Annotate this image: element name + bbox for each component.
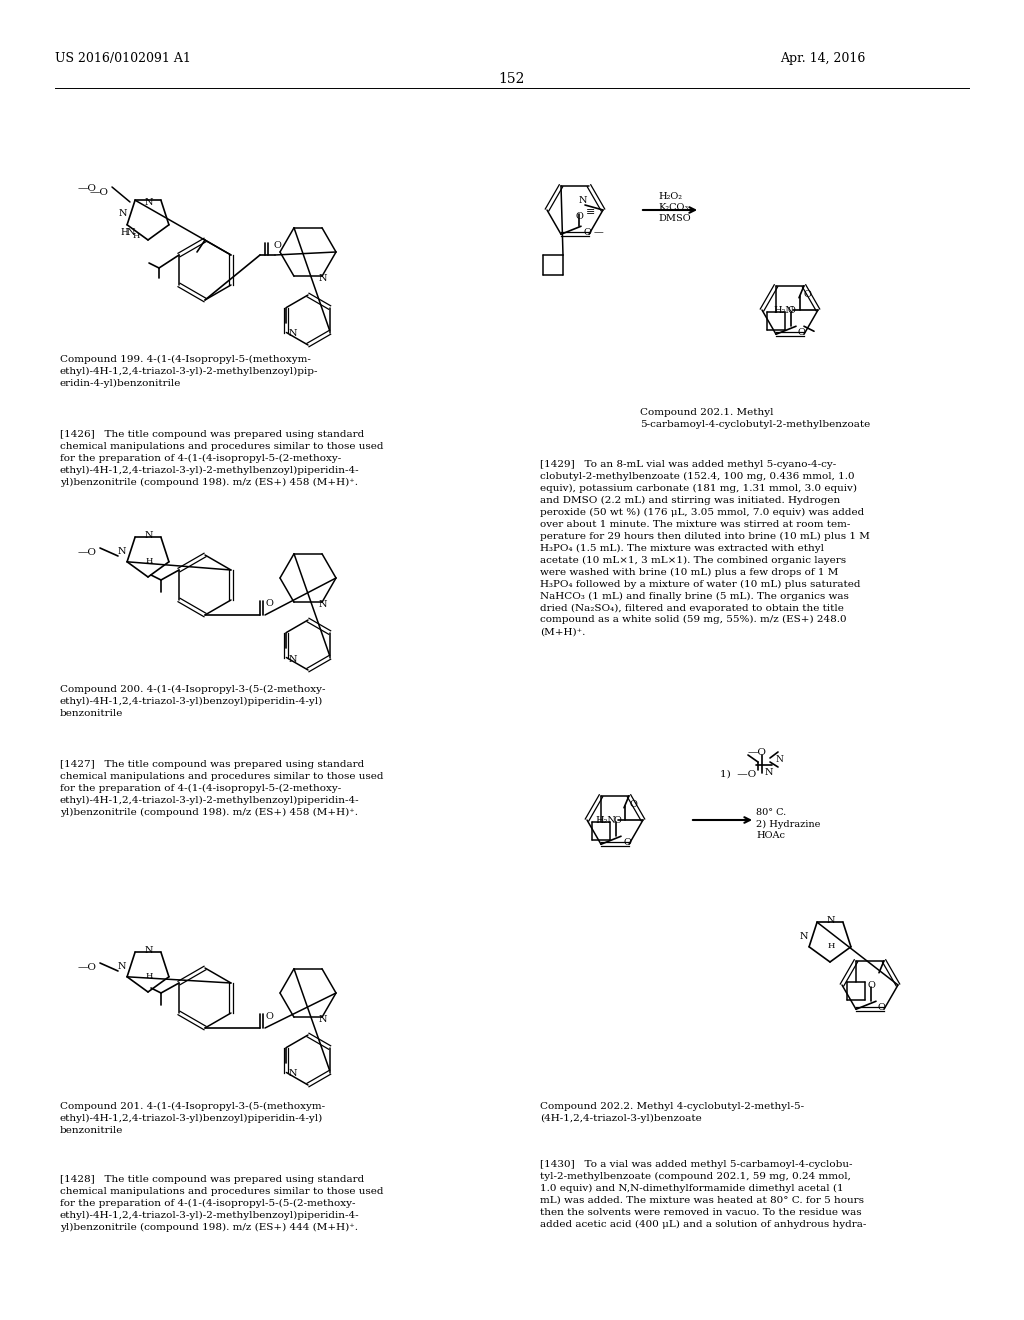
Text: H₂N: H₂N (773, 306, 794, 315)
Text: N: N (765, 768, 773, 777)
Text: H: H (146, 972, 154, 979)
Text: O: O (265, 1012, 272, 1020)
Text: N: N (827, 916, 836, 925)
Text: O: O (583, 228, 591, 238)
Text: O: O (868, 981, 876, 990)
Text: O: O (613, 816, 621, 825)
Text: N: N (289, 1069, 297, 1078)
Text: O: O (623, 838, 631, 847)
Text: N: N (289, 330, 297, 338)
Text: N: N (145, 198, 154, 207)
Text: N: N (775, 755, 783, 764)
Text: —O: —O (78, 183, 97, 193)
Text: O: O (788, 306, 796, 315)
Text: Apr. 14, 2016: Apr. 14, 2016 (780, 51, 865, 65)
Text: O: O (274, 242, 282, 249)
Text: 80° C.: 80° C. (756, 808, 786, 817)
Text: H₂O₂
K₂CO₃
DMSO: H₂O₂ K₂CO₃ DMSO (658, 191, 690, 223)
Text: Compound 201. 4-(1-(4-Isopropyl-3-(5-(methoxym-
ethyl)-4H-1,2,4-triazol-3-yl)ben: Compound 201. 4-(1-(4-Isopropyl-3-(5-(me… (60, 1102, 326, 1135)
Text: N: N (579, 195, 588, 205)
Text: [1430]   To a vial was added methyl 5-carbamoyl-4-cyclobu-
tyl-2-methylbenzoate : [1430] To a vial was added methyl 5-carb… (540, 1160, 866, 1229)
Text: [1428]   The title compound was prepared using standard
chemical manipulations a: [1428] The title compound was prepared u… (60, 1175, 384, 1232)
Text: H: H (120, 228, 128, 238)
Text: N: N (118, 548, 127, 556)
Text: —O: —O (78, 964, 97, 972)
Text: O: O (804, 290, 812, 300)
Text: N: N (119, 209, 128, 218)
Text: N: N (319, 601, 328, 610)
Text: O: O (575, 213, 584, 222)
Text: O: O (798, 329, 806, 337)
Text: N: N (145, 946, 154, 954)
Text: ≡: ≡ (586, 207, 595, 216)
Text: —: — (594, 228, 604, 238)
Text: N: N (127, 228, 135, 238)
Text: 2) Hydrazine
HOAc: 2) Hydrazine HOAc (756, 820, 820, 840)
Text: [1427]   The title compound was prepared using standard
chemical manipulations a: [1427] The title compound was prepared u… (60, 760, 384, 817)
Text: US 2016/0102091 A1: US 2016/0102091 A1 (55, 51, 190, 65)
Text: O: O (265, 599, 272, 609)
Text: N: N (800, 932, 809, 941)
Text: H: H (146, 557, 154, 565)
Text: N: N (319, 1015, 328, 1024)
Text: N: N (319, 275, 328, 284)
Text: N: N (145, 531, 154, 540)
Text: Compound 200. 4-(1-(4-Isopropyl-3-(5-(2-methoxy-
ethyl)-4H-1,2,4-triazol-3-yl)be: Compound 200. 4-(1-(4-Isopropyl-3-(5-(2-… (60, 685, 326, 718)
Text: N: N (118, 962, 127, 972)
Text: 1)  —O: 1) —O (720, 770, 757, 779)
Text: O: O (629, 800, 637, 809)
Text: H₂N: H₂N (595, 816, 615, 825)
Text: Compound 202.2. Methyl 4-cyclobutyl-2-methyl-5-
(4H-1,2,4-triazol-3-yl)benzoate: Compound 202.2. Methyl 4-cyclobutyl-2-me… (540, 1102, 804, 1123)
Text: 152: 152 (499, 73, 525, 86)
Text: N: N (289, 655, 297, 664)
Text: —O: —O (748, 748, 767, 756)
Text: H: H (132, 232, 139, 240)
Text: —O: —O (90, 187, 109, 197)
Text: [1429]   To an 8-mL vial was added methyl 5-cyano-4-cy-
clobutyl-2-methylbenzoat: [1429] To an 8-mL vial was added methyl … (540, 459, 869, 636)
Text: H: H (828, 942, 836, 950)
Text: —O: —O (78, 548, 97, 557)
Text: O: O (878, 1003, 886, 1012)
Text: Compound 199. 4-(1-(4-Isopropyl-5-(methoxym-
ethyl)-4H-1,2,4-triazol-3-yl)-2-met: Compound 199. 4-(1-(4-Isopropyl-5-(metho… (60, 355, 318, 388)
Text: Compound 202.1. Methyl
5-carbamoyl-4-cyclobutyl-2-methylbenzoate: Compound 202.1. Methyl 5-carbamoyl-4-cyc… (640, 408, 870, 429)
Text: [1426]   The title compound was prepared using standard
chemical manipulations a: [1426] The title compound was prepared u… (60, 430, 384, 487)
